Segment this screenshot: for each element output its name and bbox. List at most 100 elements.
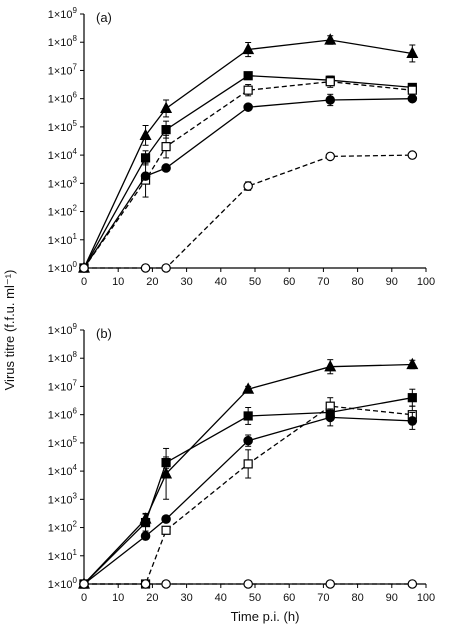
panel-a-series-2-point (140, 153, 151, 163)
panel-b-series-3-point (161, 525, 171, 535)
panel-a-x-tick-label: 60 (283, 276, 295, 288)
panel-a-series-4-point (140, 171, 151, 181)
panel-a-series-4-line (83, 98, 413, 269)
panel-a-x-tick-label: 0 (81, 276, 87, 288)
panel-b-x-tick-label: 80 (351, 592, 363, 604)
panel-a-y-tick-label: 1×105 (48, 119, 78, 134)
panel-b-y-tick-label: 1×101 (48, 548, 78, 563)
panel-b-x-tick-label: 60 (283, 592, 295, 604)
panel-a-y-tick-label: 1×106 (48, 91, 78, 106)
panel-b-series-1-point (160, 467, 173, 479)
panel-a-y-tick-label: 1×102 (48, 204, 78, 219)
panel-a-series-2 (79, 71, 417, 273)
panel-b-series-1-point (324, 359, 337, 372)
panel-a-series-3-point (325, 77, 335, 87)
panel-b-series-4-line (83, 416, 413, 585)
panel-a-series-2-line (83, 75, 413, 269)
panel-a-series-5-point (243, 181, 253, 191)
panel-b-series-2-point (161, 458, 171, 468)
panel-a-series-2-point (243, 71, 253, 81)
panel-a-series-1-point (242, 42, 255, 55)
panel-a-y-tick-label: 1×108 (48, 34, 78, 49)
panel-a-x-tick-label: 30 (180, 276, 192, 288)
panel-b-series-2-point (243, 411, 253, 421)
y-axis-title: Virus titre (f.f.u. ml⁻¹) (2, 270, 17, 391)
panel-a-series-5-point (407, 150, 418, 160)
panel-b-series-5 (79, 579, 418, 589)
panel-b-series-1-point (406, 357, 419, 370)
panel-b-series-5-point (325, 579, 336, 589)
panel-b-series-1-line (83, 363, 413, 585)
panel-a-y-tick-label: 1×107 (48, 62, 78, 77)
panel-b-x-tick-label: 10 (112, 592, 124, 604)
panel-b-x-tick-label: 20 (146, 592, 158, 604)
panel-b-series-4 (79, 408, 418, 589)
panel-b-series-4-point (140, 531, 151, 541)
panel-a-series-3-point (407, 85, 417, 95)
panel-a-label: (a) (96, 10, 112, 25)
panel-a: 1×100 1×101 1×102 1×103 1×104 1×105 1×106 1×107… (48, 6, 435, 288)
panel-b-y-tick-label: 1×109 (48, 322, 78, 337)
panel-b-series-4-point (243, 435, 253, 446)
panel-b-series-5-point (161, 579, 171, 589)
panel-a-series-4-point (407, 93, 418, 104)
panel-b-y-tick-label: 1×100 (48, 576, 78, 591)
panel-a-series-5-point (140, 263, 151, 273)
x-axis-title: Time p.i. (h) (231, 609, 300, 624)
panel-a-series-5-point (161, 263, 171, 273)
panel-b-y-tick-label: 1×104 (48, 463, 78, 478)
panel-a-y-tick-label: 1×101 (48, 232, 78, 247)
panel-b-y-tick-label: 1×108 (48, 350, 78, 365)
panel-a-x-tick-label: 80 (351, 276, 363, 288)
panel-b-x-tick-label: 100 (417, 592, 435, 604)
panel-a-series-3-point (161, 142, 171, 152)
panel-a-y-tick-label: 1×104 (48, 147, 78, 162)
panel-b-x-tick-label: 0 (81, 592, 87, 604)
panel-b-series-3-line (84, 405, 413, 585)
panel-a-x-tick-label: 100 (417, 276, 435, 288)
panel-b-x-tick-label: 40 (215, 592, 227, 604)
panel-b-x-tick-label: 70 (317, 592, 329, 604)
panel-b-y-tick-label: 1×103 (48, 491, 78, 506)
panel-b-series-5-point (243, 579, 253, 589)
panel-b-y-tick-label: 1×102 (48, 520, 78, 535)
panel-b-series-4-point (407, 416, 418, 426)
panel-a-series-4-point (161, 163, 171, 173)
panel-b-series-2-line (83, 397, 413, 585)
panel-a-x-tick-label: 10 (112, 276, 124, 288)
panel-a-x-tick-label: 50 (249, 276, 261, 288)
panel-a-series-3-point (243, 85, 253, 95)
panel-b-x-tick-label: 90 (386, 592, 398, 604)
panel-b-series-1-point (242, 382, 255, 394)
panel-a-series-5-point (79, 263, 89, 273)
panel-b-label: (b) (96, 326, 112, 341)
panel-a-series-2-point (161, 125, 171, 135)
panel-b-series-5-point (79, 579, 89, 589)
panel-b-series-3-point (243, 459, 253, 469)
panel-b-series-5-point (407, 579, 418, 589)
panel-a-x-tick-label: 40 (215, 276, 227, 288)
panel-a-series-1-point (160, 101, 173, 114)
panel-b-x-tick-label: 50 (249, 592, 261, 604)
panel-b-series-5-point (140, 579, 151, 589)
panel-b-series-4-point (161, 514, 171, 524)
panel-a-series-5-line (84, 154, 413, 269)
panel-a-series-4-point (243, 102, 253, 112)
panel-a-series-3-line (83, 81, 413, 269)
panel-a-series-1-point (324, 33, 337, 45)
panel-b-series-3 (79, 397, 417, 589)
panel-b: 1×100 1×101 1×102 1×103 1×104 1×105 1×106 1×107… (48, 322, 435, 604)
panel-a-y-tick-label: 1×103 (48, 175, 78, 190)
panel-a-y-tick-label: 1×100 (48, 260, 78, 275)
panel-b-y-tick-label: 1×105 (48, 435, 78, 450)
panel-a-series-1-line (83, 39, 413, 269)
panel-a-x-tick-label: 90 (386, 276, 398, 288)
panel-a-series-4-point (325, 95, 336, 105)
panel-a-series-5-point (325, 151, 336, 162)
panel-a-x-tick-label: 20 (146, 276, 158, 288)
panel-b-series-2-point (407, 393, 417, 403)
panel-a-series-1 (78, 33, 419, 273)
panel-b-y-tick-label: 1×106 (48, 407, 78, 422)
panel-a-y-tick-label: 1×109 (48, 6, 78, 21)
